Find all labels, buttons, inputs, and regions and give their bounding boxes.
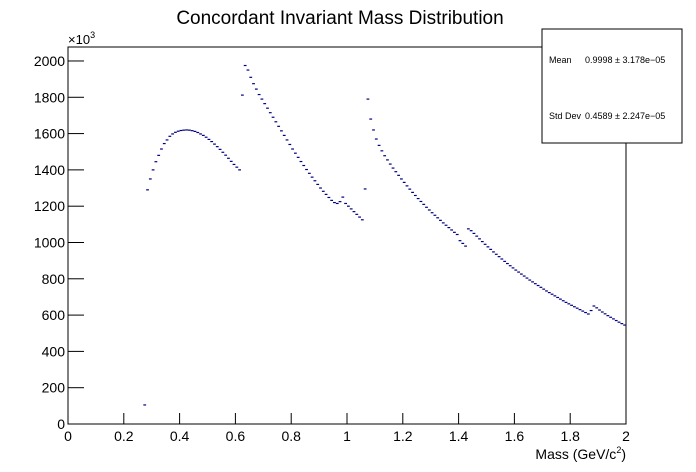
x-tick-label: 1: [343, 428, 351, 444]
stats-label: Std Dev: [549, 111, 582, 121]
x-tick-label: 0.6: [226, 428, 246, 444]
x-title-end: ): [621, 446, 626, 462]
stats-label: Mean: [549, 55, 572, 65]
stats-frame: [541, 28, 683, 144]
x-title-main: Mass (GeV/c: [535, 446, 616, 462]
y-tick-label: 600: [42, 307, 66, 323]
y-multiplier: ×103: [68, 30, 95, 47]
y-tick-label: 1600: [34, 126, 65, 142]
x-tick-label: 1.4: [449, 428, 469, 444]
stats-value: 0.4589 ± 2.247e−05: [585, 111, 665, 121]
y-tick-label: 1000: [34, 234, 65, 250]
x-tick-label: 0.8: [281, 428, 301, 444]
x-tick-label: 0.4: [170, 428, 190, 444]
x-tick-label: 0.2: [114, 428, 134, 444]
y-multiplier-base: ×10: [68, 32, 90, 47]
y-tick-label: 400: [42, 343, 66, 359]
stats-box: Mean 0.9998 ± 3.178e−05 Std Dev 0.4589 ±…: [541, 28, 683, 144]
x-tick-label: 1.2: [393, 428, 413, 444]
x-tick-label: 0: [64, 428, 72, 444]
y-tick-label: 200: [42, 380, 66, 396]
chart-title: Concordant Invariant Mass Distribution: [176, 8, 503, 29]
y-tick-label: 800: [42, 271, 66, 287]
y-tick-label: 2000: [34, 53, 65, 69]
x-tick-label: 2: [622, 428, 630, 444]
x-title-sup: 2: [616, 445, 621, 455]
x-tick-label: 1.8: [560, 428, 580, 444]
y-tick-label: 1800: [34, 89, 65, 105]
x-tick-label: 1.6: [505, 428, 525, 444]
y-tick-label: 1400: [34, 162, 65, 178]
y-multiplier-exp: 3: [90, 30, 95, 40]
y-tick-label: 1200: [34, 198, 65, 214]
x-axis-title: Mass (GeV/c2): [535, 445, 626, 462]
stats-value: 0.9998 ± 3.178e−05: [585, 55, 665, 65]
y-tick-label: 0: [57, 416, 65, 432]
